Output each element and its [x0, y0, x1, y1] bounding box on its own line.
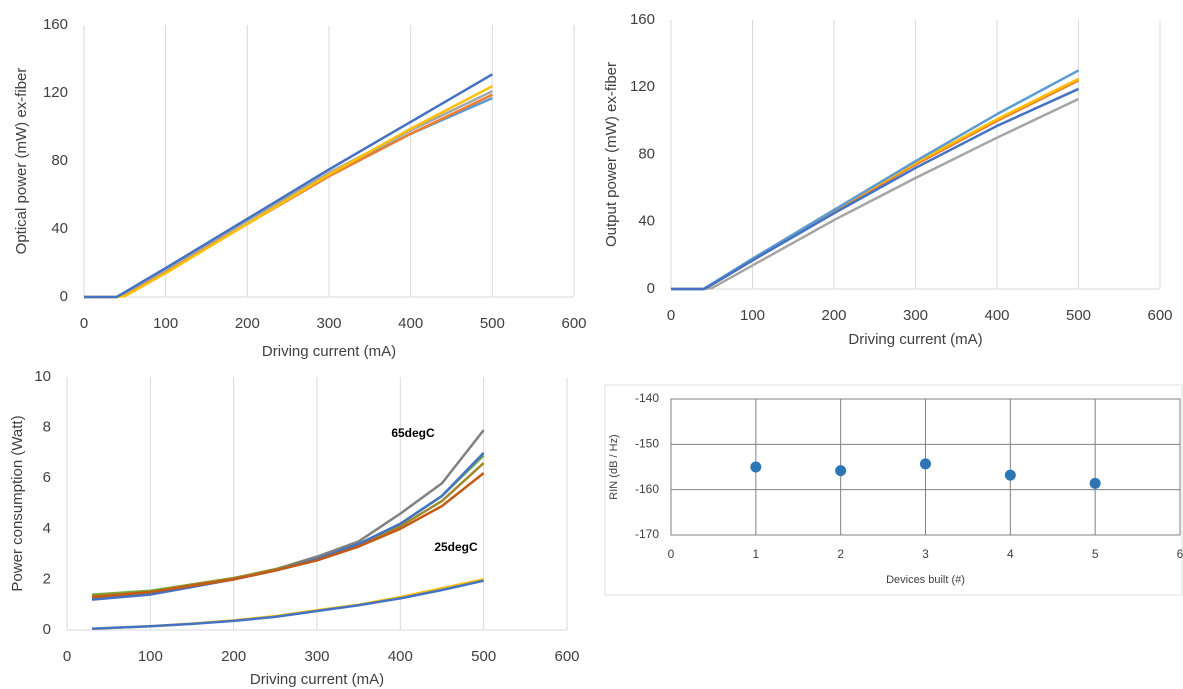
x-tick-label: 0	[80, 315, 88, 332]
annotation: 65degC	[391, 426, 435, 440]
plot-border	[670, 398, 1181, 536]
y-tick-label: 10	[34, 368, 51, 385]
point	[1004, 469, 1016, 481]
x-tick-label: 500	[471, 648, 496, 665]
x-axis-label: Driving current (mA)	[848, 331, 982, 348]
y-tick-label: 40	[51, 220, 68, 237]
y-tick-label: -160	[635, 482, 659, 496]
y-tick-label: 120	[43, 84, 68, 101]
chart-frame	[604, 384, 1183, 596]
x-tick-label: 400	[984, 307, 1009, 324]
x-tick-label: 100	[153, 315, 178, 332]
x-tick-label: 100	[138, 648, 163, 665]
x-tick-label: 6	[1177, 547, 1183, 561]
x-tick-label: 400	[388, 648, 413, 665]
series-line	[671, 97, 1080, 291]
x-tick-label: 500	[480, 315, 505, 332]
y-axis-label: Optical power (mW) ex-fiber	[13, 68, 30, 255]
x-tick-label: 1	[752, 547, 759, 561]
x-tick-label: 3	[922, 547, 929, 561]
x-axis-label: Devices built (#)	[886, 574, 965, 586]
y-tick-label: 0	[60, 288, 68, 305]
point	[750, 461, 762, 473]
y-tick-label: -150	[635, 437, 659, 451]
point	[835, 465, 847, 477]
point	[1089, 477, 1101, 489]
y-tick-label: -140	[635, 391, 659, 405]
x-tick-label: 4	[1007, 547, 1014, 561]
y-tick-label: 8	[43, 419, 51, 436]
series-line	[671, 69, 1080, 291]
x-tick-label: 600	[561, 315, 586, 332]
y-tick-label: 160	[43, 16, 68, 33]
point	[920, 458, 931, 470]
series-line	[91, 579, 484, 630]
annotation: 25degC	[434, 540, 478, 554]
x-tick-label: 2	[837, 547, 844, 561]
x-tick-label: 100	[740, 307, 765, 324]
x-axis-label: Driving current (mA)	[262, 343, 396, 360]
series-line	[84, 85, 493, 299]
x-tick-label: 200	[821, 307, 846, 324]
y-tick-label: 40	[638, 213, 655, 230]
x-tick-label: 300	[903, 307, 928, 324]
y-tick-label: 2	[43, 570, 51, 587]
series-line	[671, 87, 1080, 291]
y-tick-label: -170	[635, 527, 659, 541]
x-tick-label: 200	[235, 315, 260, 332]
series-line	[84, 73, 493, 299]
y-tick-label: 80	[51, 152, 68, 169]
x-tick-label: 200	[221, 648, 246, 665]
y-tick-label: 160	[630, 11, 655, 28]
y-axis-label: Power consumption (Watt)	[9, 415, 26, 591]
x-tick-label: 5	[1092, 547, 1099, 561]
x-tick-label: 0	[667, 307, 675, 324]
y-axis-label: RIN (dB / Hz)	[608, 434, 620, 499]
y-tick-label: 0	[647, 280, 655, 297]
series-line	[671, 77, 1080, 291]
x-tick-label: 600	[554, 648, 579, 665]
x-tick-label: 500	[1066, 307, 1091, 324]
series-line	[91, 472, 485, 599]
x-tick-label: 300	[304, 648, 329, 665]
x-tick-label: 0	[668, 547, 675, 561]
y-axis-label: Output power (mW) ex-fiber	[603, 62, 620, 247]
y-tick-label: 6	[43, 469, 51, 486]
y-tick-label: 120	[630, 78, 655, 95]
x-tick-label: 300	[316, 315, 341, 332]
y-tick-label: 4	[43, 520, 51, 537]
y-tick-label: 80	[638, 145, 655, 162]
x-tick-label: 600	[1147, 307, 1172, 324]
x-tick-label: 400	[398, 315, 423, 332]
x-tick-label: 0	[63, 648, 71, 665]
x-axis-label: Driving current (mA)	[250, 671, 384, 688]
y-tick-label: 0	[43, 621, 51, 638]
